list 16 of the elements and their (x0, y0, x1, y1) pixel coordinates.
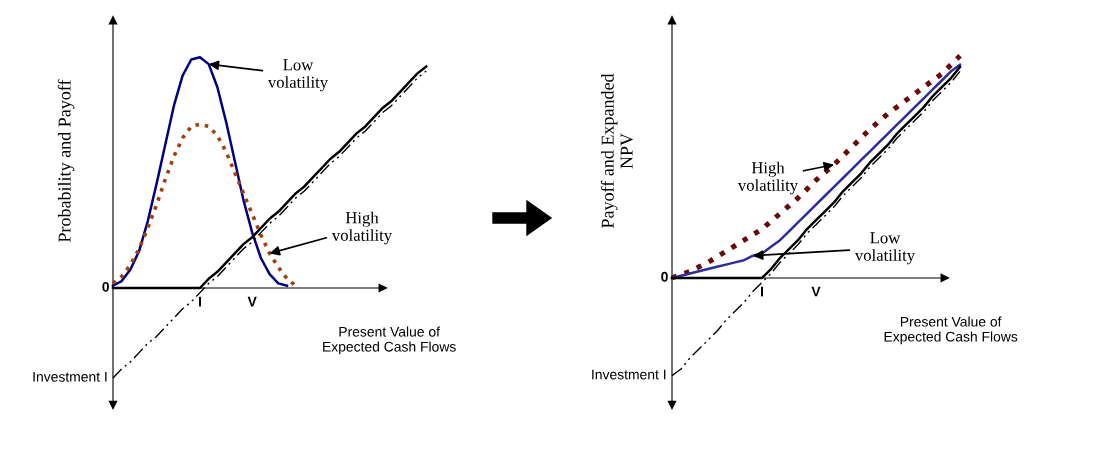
annotation: 0 (102, 281, 109, 292)
y-axis-title: Probability and Payoff (57, 79, 75, 243)
x-axis-title: Present Value of Expected Cash Flows (884, 316, 1018, 345)
text: Investment I (592, 369, 666, 380)
text: Low volatility (854, 232, 916, 265)
x-axis-title: Present Value of Expected Cash Flows (323, 326, 456, 355)
x-tick-label: I (761, 286, 763, 297)
x-tick-label: I (199, 296, 201, 307)
text: High volatility (331, 211, 393, 245)
text: Low volatility (267, 59, 329, 92)
annotation: 0 (661, 271, 668, 282)
x-tick-label: V (811, 286, 821, 297)
text: Investment I (33, 372, 107, 382)
y-axis-title: Payoff and Expanded NPV (600, 73, 633, 229)
series-label: High volatility (737, 161, 799, 195)
x-tick-label: V (247, 296, 257, 307)
